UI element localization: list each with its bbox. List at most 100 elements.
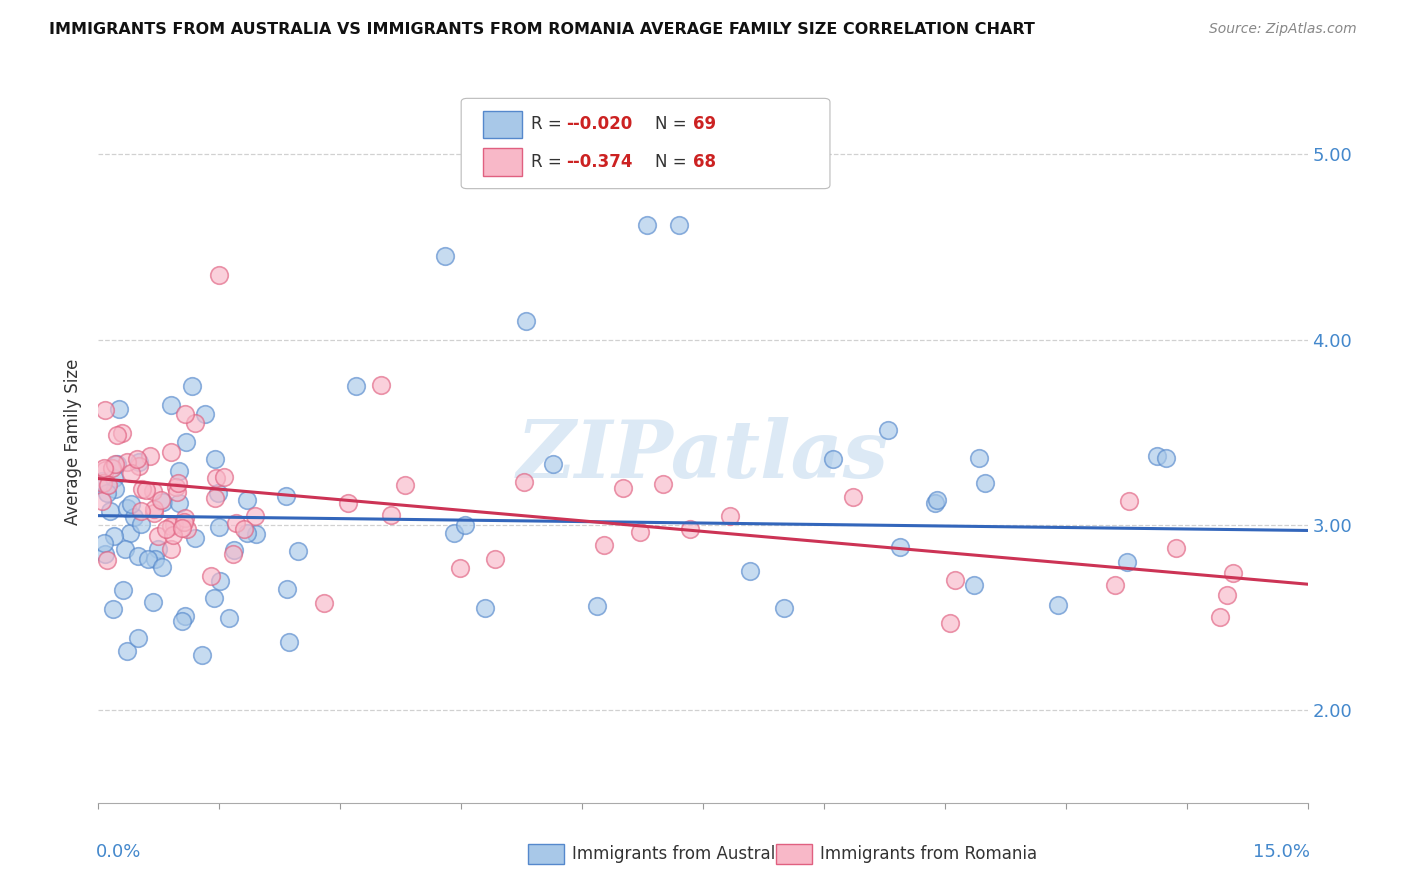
Text: IMMIGRANTS FROM AUSTRALIA VS IMMIGRANTS FROM ROMANIA AVERAGE FAMILY SIZE CORRELA: IMMIGRANTS FROM AUSTRALIA VS IMMIGRANTS … bbox=[49, 22, 1035, 37]
Text: --0.020: --0.020 bbox=[567, 115, 633, 133]
FancyBboxPatch shape bbox=[527, 844, 564, 864]
Point bbox=[173, 515, 195, 529]
Point bbox=[593, 538, 616, 552]
Point bbox=[167, 464, 190, 478]
Point bbox=[380, 508, 402, 523]
Point bbox=[107, 457, 129, 471]
Point bbox=[1146, 449, 1168, 463]
Point bbox=[1216, 588, 1239, 602]
FancyBboxPatch shape bbox=[776, 844, 811, 864]
FancyBboxPatch shape bbox=[482, 148, 522, 176]
Point bbox=[1222, 566, 1244, 581]
Point bbox=[218, 610, 240, 624]
Point bbox=[394, 478, 416, 492]
Point bbox=[112, 583, 135, 598]
Point bbox=[108, 401, 131, 416]
Text: N =: N = bbox=[655, 115, 692, 133]
Text: 68: 68 bbox=[693, 153, 716, 171]
Point bbox=[208, 520, 231, 534]
Point bbox=[163, 518, 186, 533]
Point bbox=[823, 452, 845, 467]
Point bbox=[90, 474, 112, 488]
Point bbox=[278, 635, 301, 649]
Point bbox=[184, 416, 207, 430]
Point bbox=[107, 427, 129, 442]
Point bbox=[585, 599, 607, 613]
Text: 15.0%: 15.0% bbox=[1253, 843, 1310, 861]
Point bbox=[652, 476, 675, 491]
Point bbox=[103, 483, 125, 497]
Point bbox=[142, 595, 165, 609]
Point bbox=[190, 648, 212, 662]
Point bbox=[128, 455, 150, 469]
Point bbox=[245, 527, 267, 541]
Point bbox=[142, 506, 165, 520]
Point bbox=[94, 463, 117, 477]
Point bbox=[208, 268, 231, 282]
Point bbox=[91, 493, 114, 508]
Point bbox=[93, 547, 115, 561]
Point bbox=[93, 461, 115, 475]
Point bbox=[115, 455, 138, 469]
Text: Immigrants from Australia: Immigrants from Australia bbox=[572, 845, 790, 863]
Point bbox=[370, 377, 392, 392]
Point bbox=[139, 449, 162, 463]
Point bbox=[180, 379, 202, 393]
Point bbox=[131, 482, 153, 496]
Text: Source: ZipAtlas.com: Source: ZipAtlas.com bbox=[1209, 22, 1357, 37]
Point bbox=[337, 496, 360, 510]
Point bbox=[159, 542, 181, 557]
Point bbox=[170, 614, 193, 628]
Point bbox=[1104, 578, 1126, 592]
FancyBboxPatch shape bbox=[482, 111, 522, 138]
Point bbox=[1154, 451, 1177, 466]
Point bbox=[225, 516, 247, 530]
Point bbox=[135, 483, 157, 497]
Y-axis label: Average Family Size: Average Family Size bbox=[65, 359, 83, 524]
Point bbox=[129, 504, 152, 518]
Point bbox=[204, 491, 226, 505]
Point bbox=[842, 490, 865, 504]
Point bbox=[943, 573, 966, 587]
Point bbox=[115, 501, 138, 516]
Point bbox=[96, 553, 118, 567]
Point bbox=[115, 643, 138, 657]
Point bbox=[120, 525, 142, 540]
Point bbox=[434, 249, 457, 263]
Point bbox=[668, 218, 690, 232]
Point bbox=[166, 484, 188, 499]
Point bbox=[146, 542, 169, 557]
Point bbox=[1118, 493, 1140, 508]
Point bbox=[443, 526, 465, 541]
Point bbox=[150, 560, 173, 574]
Point bbox=[91, 476, 114, 491]
Point bbox=[973, 476, 995, 491]
Point bbox=[127, 549, 149, 563]
Point bbox=[877, 423, 900, 437]
Point bbox=[162, 528, 184, 542]
Point bbox=[155, 522, 177, 536]
Point bbox=[167, 496, 190, 510]
Point bbox=[222, 547, 245, 561]
Point bbox=[474, 601, 496, 615]
Point bbox=[142, 502, 165, 516]
Point bbox=[924, 495, 946, 509]
Point bbox=[344, 379, 367, 393]
Point bbox=[101, 461, 124, 475]
Point bbox=[128, 458, 150, 473]
Text: R =: R = bbox=[531, 115, 567, 133]
Point bbox=[143, 551, 166, 566]
Point bbox=[1209, 610, 1232, 624]
Point bbox=[889, 540, 911, 554]
Point bbox=[159, 519, 181, 533]
Point bbox=[111, 426, 134, 441]
Point bbox=[138, 551, 160, 566]
Text: --0.374: --0.374 bbox=[567, 153, 633, 171]
Point bbox=[541, 457, 564, 471]
Point bbox=[127, 631, 149, 645]
Point bbox=[114, 541, 136, 556]
Text: R =: R = bbox=[531, 153, 567, 171]
Text: 0.0%: 0.0% bbox=[96, 843, 142, 861]
Point bbox=[170, 521, 193, 535]
Point bbox=[236, 526, 259, 541]
